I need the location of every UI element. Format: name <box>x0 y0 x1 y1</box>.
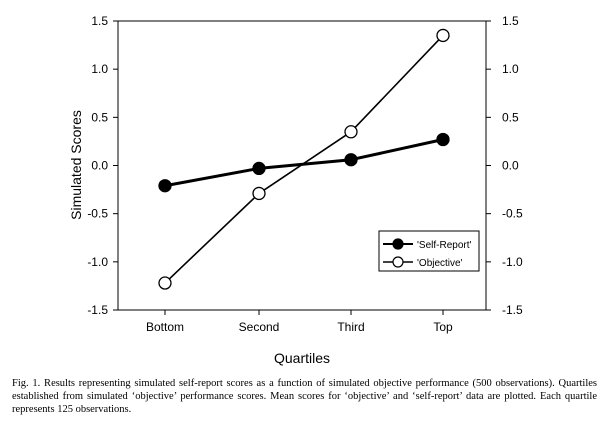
y-tick-label-right-2: -0.5 <box>502 207 523 221</box>
y-tick-label-right-5: 1.0 <box>502 62 519 76</box>
y-tick-label-left-2: -0.5 <box>87 207 108 221</box>
y-tick-label-right-6: 1.5 <box>502 14 519 28</box>
y-tick-label-left-1: -1.0 <box>87 255 108 269</box>
y-tick-label-left-5: 1.0 <box>91 62 108 76</box>
y-axis-title: Simulated Scores <box>68 110 84 220</box>
self-report-point-3 <box>436 132 450 147</box>
y-tick-label-left-6: 1.5 <box>91 14 108 28</box>
y-tick-label-left-0: -1.5 <box>87 303 108 317</box>
y-tick-label-left-3: 0.0 <box>91 159 108 173</box>
x-tick-label-2: Third <box>337 320 364 334</box>
self-report-point-1 <box>252 161 266 176</box>
objective-point-3 <box>436 28 450 43</box>
legend: 'Self-Report' 'Objective' <box>378 230 480 272</box>
self-report-point-0 <box>158 179 172 193</box>
series-line-self-report <box>164 138 444 188</box>
x-tick-label-3: Top <box>433 320 453 334</box>
legend-label-self-report: 'Self-Report' <box>417 240 471 251</box>
y-tick-label-left-4: 0.5 <box>91 110 108 124</box>
legend-box <box>378 230 480 272</box>
legend-label-objective: 'Objective' <box>417 258 463 269</box>
chart: -1.5 -1.0 -0.5 0.0 0.5 1.0 1.5 -1.5 -1.0 -0.5 0.0… <box>68 14 523 366</box>
objective-point-2 <box>344 125 358 139</box>
series-line-objective <box>164 34 444 284</box>
legend-marker-self-report <box>392 238 404 250</box>
x-tick-label-1: Second <box>239 320 280 334</box>
objective-point-0 <box>158 276 172 290</box>
y-tick-label-right-1: -1.0 <box>502 255 523 269</box>
self-report-point-2 <box>344 153 358 167</box>
x-tick-label-0: Bottom <box>146 320 184 334</box>
y-tick-label-right-0: -1.5 <box>502 303 523 317</box>
figure-caption: Fig. 1. Results representing simulated s… <box>12 378 597 415</box>
legend-marker-objective <box>392 256 404 268</box>
objective-point-1 <box>252 186 266 201</box>
y-tick-label-right-3: 0.0 <box>502 159 519 173</box>
y-tick-label-right-4: 0.5 <box>502 110 519 124</box>
x-axis-title: Quartiles <box>274 350 330 366</box>
